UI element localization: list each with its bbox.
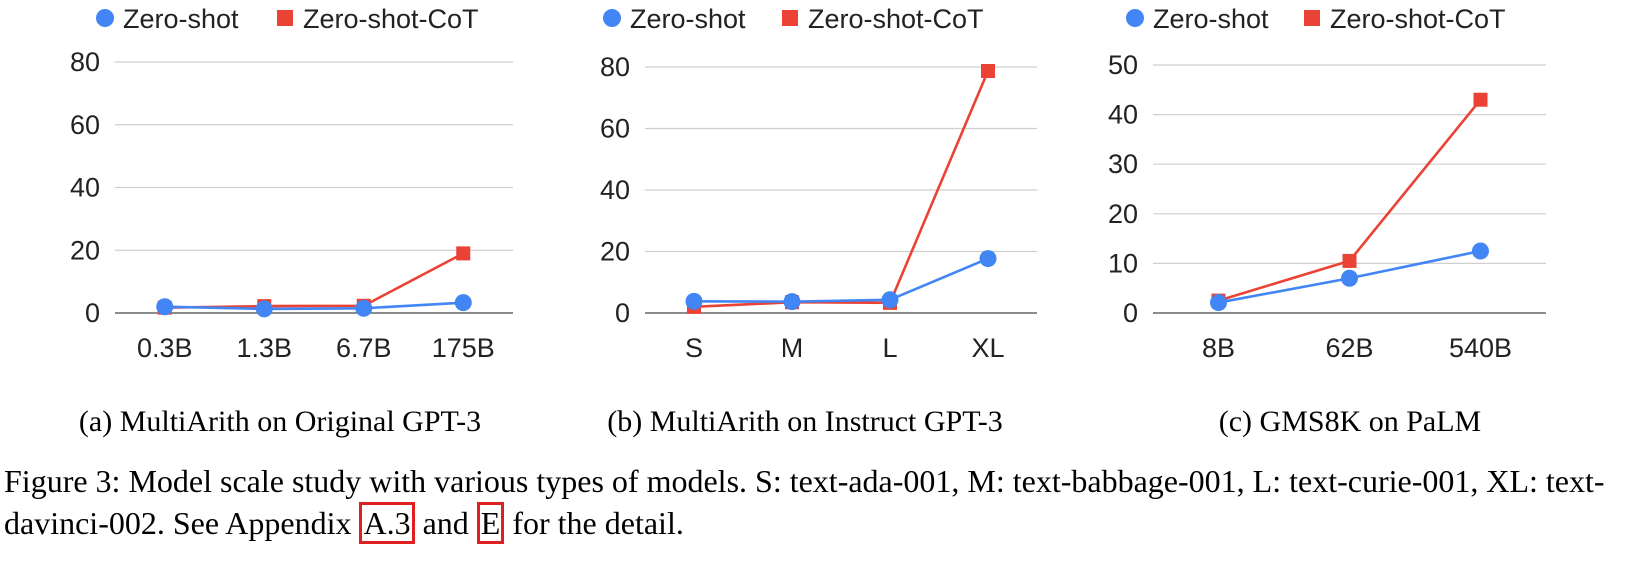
data-point-circle (783, 293, 801, 311)
y-tick-label: 0 (1123, 298, 1138, 328)
data-point-circle (1472, 242, 1489, 260)
legend-label: Zero-shot-CoT (1330, 4, 1506, 34)
figure-caption: Figure 3: Model scale study with various… (4, 460, 1624, 544)
figure-caption-and: and (414, 505, 477, 541)
series-line (693, 257, 989, 303)
y-tick-label: 30 (1108, 149, 1138, 179)
legend-marker-circle (603, 9, 621, 27)
figure-caption-end: for the detail. (504, 505, 684, 541)
y-tick-label: 10 (1108, 248, 1138, 278)
y-tick-label: 80 (70, 47, 100, 77)
x-tick-label: 6.7B (336, 333, 392, 363)
y-tick-label: 20 (70, 235, 100, 265)
chart-panel-b: 0 20 40 60 80 S M L XL Zero-shot Zero-shot-CoT (540, 0, 1080, 400)
data-point-circle (355, 299, 373, 317)
chart-a: 0 20 40 60 80 0.3B 1.3B 6.7B 175B Zero-shot Zero-s… (70, 4, 513, 363)
data-point-square (981, 63, 995, 78)
legend-label: Zero-shot-CoT (303, 4, 479, 34)
y-tick-label: 20 (600, 237, 630, 267)
x-tick-label: 175B (432, 333, 495, 363)
y-tick-label: 60 (70, 110, 100, 140)
legend-label: Zero-shot (630, 4, 746, 34)
legend-marker-circle (96, 9, 114, 27)
y-tick-label: 0 (615, 298, 630, 328)
x-tick-label: 62B (1325, 333, 1373, 363)
x-tick-label: S (685, 333, 703, 363)
data-point-circle (979, 250, 997, 268)
series-line (693, 70, 990, 309)
data-point-circle (685, 292, 703, 310)
x-tick-label: 540B (1449, 333, 1512, 363)
data-point-circle (255, 300, 273, 318)
subcaption-a: (a) MultiArith on Original GPT-3 (78, 405, 482, 438)
y-tick-label: 0 (85, 298, 100, 328)
legend-marker-square (1304, 10, 1320, 26)
y-tick-label: 20 (1108, 199, 1138, 229)
data-point-circle (1210, 294, 1227, 312)
subcaption-b: (b) MultiArith on Instruct GPT-3 (607, 405, 1003, 438)
legend-label: Zero-shot-CoT (808, 4, 984, 34)
chart-panel-c: 0 10 20 30 40 50 8B 62B 540B Zero-shot Zero-shot-C… (1080, 0, 1629, 400)
y-tick-label: 40 (1108, 100, 1138, 130)
y-tick-label: 40 (70, 173, 100, 203)
data-point-square (456, 246, 471, 261)
legend-marker-square (277, 10, 293, 26)
data-point-square (1473, 92, 1488, 107)
x-tick-label: L (882, 333, 897, 363)
data-point-circle (1341, 269, 1358, 287)
chart-c: 0 10 20 30 40 50 8B 62B 540B Zero-shot Zero-shot-C… (1108, 4, 1546, 363)
legend-label: Zero-shot (1153, 4, 1269, 34)
data-point-circle (454, 294, 472, 312)
legend-marker-circle (1126, 9, 1144, 27)
subcaption-c: (c) GMS8K on PaLM (1218, 405, 1482, 438)
y-tick-label: 40 (600, 175, 630, 205)
x-tick-label: 1.3B (236, 333, 292, 363)
appendix-link-a3[interactable]: A.3 (359, 502, 415, 544)
x-tick-label: 8B (1202, 333, 1235, 363)
series-line (164, 301, 464, 311)
y-tick-label: 80 (600, 52, 630, 82)
y-tick-label: 50 (1108, 50, 1138, 80)
x-tick-label: 0.3B (137, 333, 193, 363)
legend-marker-square (782, 10, 798, 26)
legend-label: Zero-shot (123, 4, 239, 34)
data-point-circle (881, 291, 899, 309)
x-tick-label: XL (971, 333, 1004, 363)
y-tick-label: 60 (600, 114, 630, 144)
appendix-link-e[interactable]: E (476, 502, 505, 544)
chart-b: 0 20 40 60 80 S M L XL Zero-shot Zero-shot-CoT (600, 4, 1037, 363)
figure-caption-text: Figure 3: Model scale study with various… (4, 463, 1605, 541)
series-line (164, 252, 464, 309)
chart-panel-a: 0 20 40 60 80 0.3B 1.3B 6.7B 175B Zero-shot Zero-s… (0, 0, 540, 400)
x-tick-label: M (781, 333, 804, 363)
data-point-circle (156, 298, 174, 316)
data-point-square (1342, 253, 1357, 268)
